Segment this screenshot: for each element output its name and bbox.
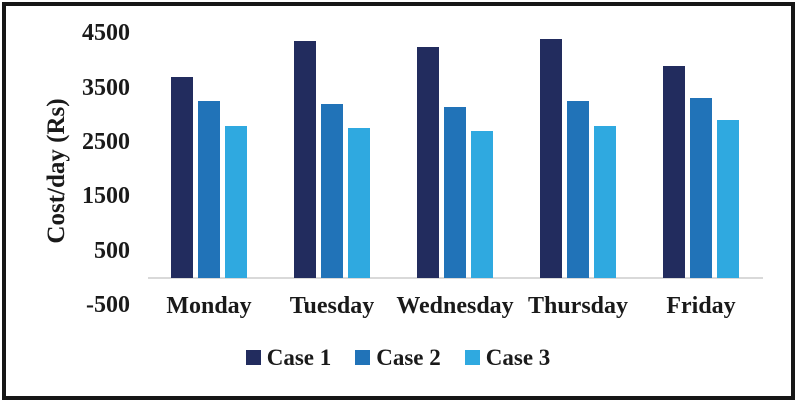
bar bbox=[567, 101, 589, 278]
bar bbox=[690, 98, 712, 278]
bar bbox=[321, 104, 343, 278]
bar bbox=[717, 120, 739, 278]
legend-label: Case 3 bbox=[485, 345, 551, 370]
bar bbox=[594, 126, 616, 278]
bar bbox=[540, 39, 562, 278]
legend-swatch-icon bbox=[355, 350, 371, 365]
bar bbox=[198, 101, 220, 278]
legend-item: Case 2 bbox=[355, 346, 441, 369]
y-tick-label: 2500 bbox=[82, 129, 130, 155]
bar bbox=[225, 126, 247, 278]
x-axis-label: Tuesday bbox=[289, 293, 375, 319]
bar bbox=[348, 128, 370, 278]
bar bbox=[294, 41, 316, 278]
bar bbox=[663, 66, 685, 278]
y-tick-label: 1500 bbox=[82, 183, 130, 209]
x-axis-label: Thursday bbox=[527, 293, 629, 319]
legend-label: Case 1 bbox=[266, 345, 332, 370]
legend-item: Case 3 bbox=[464, 345, 551, 370]
legend-swatch-icon bbox=[245, 350, 261, 365]
bar bbox=[444, 107, 466, 278]
x-axis-label: Monday bbox=[166, 293, 252, 319]
legend-swatch-icon bbox=[464, 350, 480, 365]
y-axis-title: Cost/day (Rs) bbox=[43, 98, 70, 244]
legend: Case 1 Case 2 Case 3 bbox=[0, 346, 796, 369]
x-axis-label: Friday bbox=[666, 293, 736, 319]
legend-item: Case 1 bbox=[245, 345, 332, 370]
legend-label: Case 2 bbox=[376, 345, 441, 370]
y-tick-label: 3500 bbox=[82, 75, 130, 101]
x-axis-baseline bbox=[148, 277, 763, 279]
bar bbox=[171, 77, 193, 278]
y-tick-label: 500 bbox=[94, 238, 130, 264]
bar bbox=[417, 47, 439, 278]
y-tick-label: 4500 bbox=[82, 20, 130, 46]
x-axis-label: Wednesday bbox=[396, 293, 514, 319]
bar bbox=[471, 131, 493, 278]
y-tick-label: -500 bbox=[86, 292, 130, 318]
